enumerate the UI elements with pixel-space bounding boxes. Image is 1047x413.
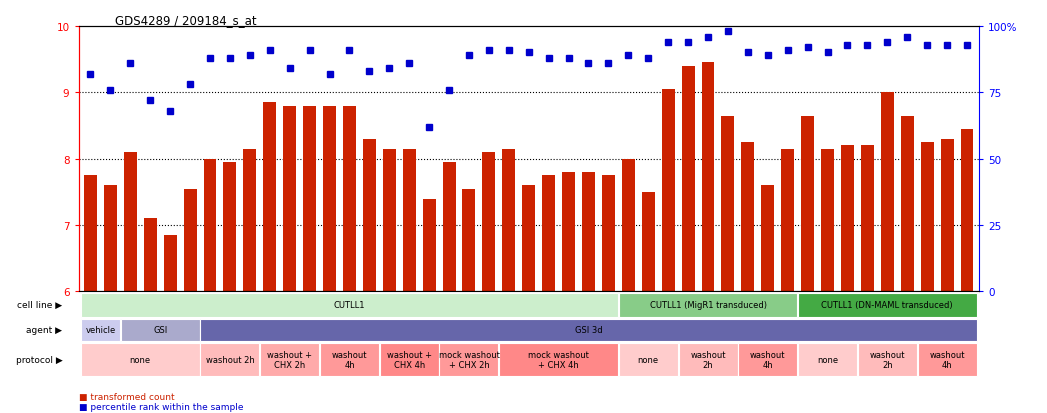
Bar [200,319,977,341]
Bar [881,93,894,292]
Bar [104,186,117,292]
Bar [522,186,535,292]
Bar [304,106,316,292]
Bar [223,163,237,292]
Bar [542,176,555,292]
Text: CUTLL1: CUTLL1 [334,301,365,309]
Text: washout
4h: washout 4h [930,350,965,370]
Bar [562,173,575,292]
Text: CUTLL1 (DN-MAML transduced): CUTLL1 (DN-MAML transduced) [822,301,953,309]
Bar [900,116,914,292]
Bar [183,189,197,292]
Bar [920,143,934,292]
Text: ■ transformed count: ■ transformed count [79,392,174,401]
Bar [741,143,754,292]
Bar [503,150,515,292]
Bar [483,153,495,292]
Bar [619,343,677,377]
Bar [678,343,737,377]
Bar [243,150,257,292]
Bar [120,319,200,341]
Bar [443,163,455,292]
Text: mock washout
+ CHX 2h: mock washout + CHX 2h [439,350,499,370]
Bar [682,66,694,292]
Bar [81,343,200,377]
Text: GDS4289 / 209184_s_at: GDS4289 / 209184_s_at [114,14,257,27]
Bar [781,150,795,292]
Bar [143,219,157,292]
Bar [801,116,815,292]
Bar [383,150,396,292]
Bar [463,189,475,292]
Bar [861,146,874,292]
Bar [738,343,797,377]
Bar [263,103,276,292]
Bar [84,176,97,292]
Text: none: none [817,356,838,364]
Bar [200,343,260,377]
Bar [841,146,854,292]
Bar [582,173,595,292]
Bar [940,140,954,292]
Text: none: none [638,356,659,364]
Bar [721,116,734,292]
Text: washout +
CHX 4h: washout + CHX 4h [386,350,431,370]
Text: agent ▶: agent ▶ [26,325,63,335]
Text: none: none [130,356,151,364]
Bar [163,235,177,292]
Bar [81,319,120,341]
Bar [440,343,498,377]
Text: washout
2h: washout 2h [690,350,726,370]
Text: CUTLL1 (MigR1 transduced): CUTLL1 (MigR1 transduced) [649,301,766,309]
Text: washout
4h: washout 4h [332,350,367,370]
Bar [499,343,618,377]
Text: washout
2h: washout 2h [870,350,905,370]
Bar [283,106,296,292]
Bar [203,159,217,292]
Bar [423,199,436,292]
Bar [642,192,654,292]
Text: ■ percentile rank within the sample: ■ percentile rank within the sample [79,402,243,411]
Bar [960,130,974,292]
Bar [324,106,336,292]
Text: cell line ▶: cell line ▶ [17,301,63,309]
Bar [602,176,615,292]
Bar [343,106,356,292]
Bar [363,140,376,292]
Bar [857,343,917,377]
Text: vehicle: vehicle [85,325,115,335]
Bar [662,90,674,292]
Bar [81,293,618,317]
Text: washout 2h: washout 2h [205,356,254,364]
Bar [821,150,834,292]
Bar [124,153,137,292]
Bar [917,343,977,377]
Bar [619,293,797,317]
Text: washout +
CHX 2h: washout + CHX 2h [267,350,312,370]
Bar [761,186,775,292]
Bar [798,293,977,317]
Text: washout
4h: washout 4h [750,350,785,370]
Text: GSI: GSI [153,325,168,335]
Text: GSI 3d: GSI 3d [575,325,602,335]
Bar [320,343,379,377]
Text: protocol ▶: protocol ▶ [16,356,63,364]
Bar [261,343,319,377]
Bar [622,159,634,292]
Bar [701,63,714,292]
Text: mock washout
+ CHX 4h: mock washout + CHX 4h [528,350,589,370]
Bar [798,343,857,377]
Bar [380,343,439,377]
Bar [403,150,416,292]
